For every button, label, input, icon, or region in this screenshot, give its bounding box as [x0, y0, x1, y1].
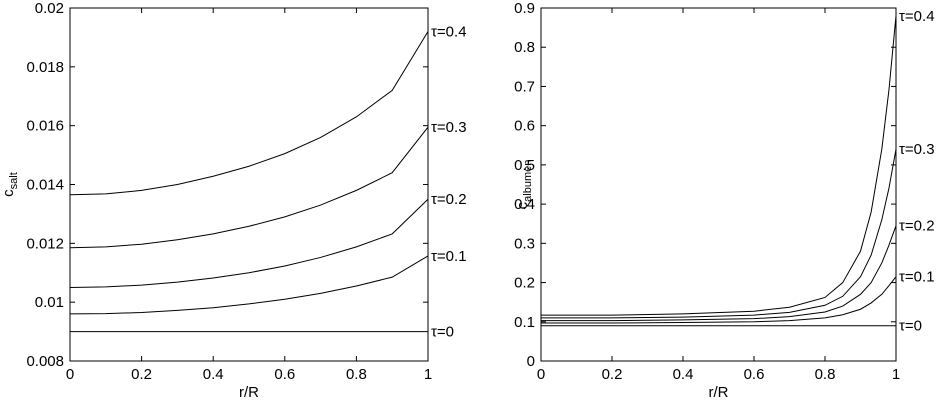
- y-tick-label: 0.008: [26, 353, 64, 370]
- panel-2: 0 0.2 0.4 0.6 0.8 1 0 0.1 0.2 0.3 0.4 0.5 0.6 0.7 0.8 0…: [514, 0, 935, 401]
- y-tick-label: 0.4: [514, 196, 535, 213]
- y-tick-label: 0.2: [514, 275, 535, 292]
- y-axis-label: csalt: [0, 172, 20, 197]
- y-tick-label: 0.8: [514, 39, 535, 56]
- series-line-3: [541, 149, 897, 319]
- x-tick-label: 0.8: [815, 366, 836, 383]
- y-tick-label: 0.1: [514, 314, 535, 331]
- y-tick-label: 0.014: [26, 177, 64, 194]
- plot-frame: [69, 7, 429, 362]
- y-tick-label: 0.7: [514, 78, 535, 95]
- y-tick-label: 0.016: [26, 118, 64, 135]
- x-tick-label: 1: [892, 366, 900, 383]
- y-tick-label: 0.012: [26, 235, 64, 252]
- x-tick-label: 0.6: [274, 366, 295, 383]
- series-label-1: τ=0.1: [431, 248, 467, 265]
- series-label-2: τ=0.2: [431, 191, 467, 208]
- series-label-2: τ=0.2: [899, 218, 935, 235]
- series-line-3: [69, 126, 429, 249]
- x-tick-label: 0.6: [744, 366, 765, 383]
- y-tick-label: 0.02: [35, 0, 64, 17]
- series-line-1: [541, 276, 897, 324]
- series-line-2: [541, 225, 897, 322]
- y-tick-label: 0.01: [35, 294, 64, 311]
- series-label-0: τ=0: [899, 318, 922, 335]
- y-tick-label: 0.3: [514, 235, 535, 252]
- y-tick-label: 0: [527, 353, 535, 370]
- y-axis-label-main: c: [0, 189, 17, 197]
- x-tick-label: 1: [424, 366, 432, 383]
- y-tick-label: 0.9: [514, 0, 535, 17]
- y-tick-label: 0.018: [26, 59, 64, 76]
- series-label-3: τ=0.3: [899, 141, 935, 158]
- panel-1: 0 0.2 0.4 0.6 0.8 1 0.008 0.01 0.012 0.014 0.016 0.…: [0, 0, 467, 401]
- x-tick-label: 0: [537, 366, 545, 383]
- x-tick-label: 0: [66, 366, 74, 383]
- series-label-4: τ=0.4: [431, 24, 467, 41]
- series-label-3: τ=0.3: [431, 119, 467, 136]
- x-tick-label: 0.8: [346, 366, 367, 383]
- y-tick-label: 0.6: [514, 118, 535, 135]
- x-tick-label: 0.2: [602, 366, 623, 383]
- y-axis-label-subscript: albumen: [522, 160, 534, 202]
- x-axis-label: r/R: [709, 384, 729, 401]
- series-line-2: [69, 198, 429, 288]
- plot-frame: [540, 7, 897, 362]
- y-axis-label: calbumen: [514, 160, 534, 210]
- x-axis-label: r/R: [239, 384, 259, 401]
- x-tick-label: 0.4: [673, 366, 694, 383]
- series-line-4: [69, 31, 429, 196]
- y-axis-label-main: c: [514, 201, 531, 209]
- x-tick-label: 0.2: [131, 366, 152, 383]
- series-label-0: τ=0: [431, 324, 454, 341]
- series-line-1: [69, 255, 429, 315]
- x-tick-label: 0.4: [203, 366, 224, 383]
- y-tick-label: 0.5: [514, 157, 535, 174]
- series-line-4: [541, 15, 897, 316]
- series-label-4: τ=0.4: [899, 8, 935, 25]
- y-axis-label-subscript: salt: [8, 172, 20, 189]
- series-label-1: τ=0.1: [899, 269, 935, 286]
